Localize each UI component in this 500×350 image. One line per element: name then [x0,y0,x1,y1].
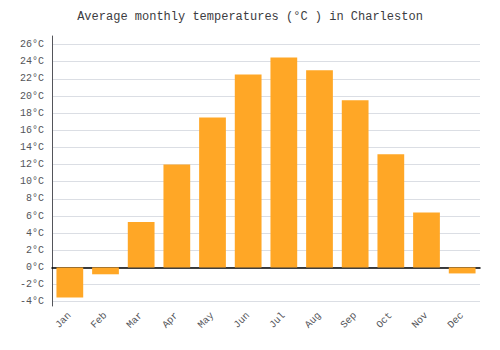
svg-text:Jan: Jan [53,310,73,330]
svg-text:Jun: Jun [232,310,252,330]
svg-text:12°C: 12°C [20,159,44,170]
svg-text:May: May [196,310,216,330]
svg-text:20°C: 20°C [20,91,44,102]
svg-text:26°C: 26°C [20,39,44,50]
svg-text:-4°C: -4°C [20,296,44,307]
svg-text:18°C: 18°C [20,108,44,119]
svg-text:Average monthly temperatures (: Average monthly temperatures (°C ) in Ch… [77,10,423,24]
svg-text:Oct: Oct [374,310,394,330]
svg-text:14°C: 14°C [20,142,44,153]
svg-text:Dec: Dec [446,310,466,330]
svg-text:Jul: Jul [267,310,287,330]
svg-text:Sep: Sep [339,310,359,330]
svg-text:24°C: 24°C [20,56,44,67]
svg-text:Aug: Aug [303,310,323,330]
svg-text:0°C: 0°C [26,262,44,273]
svg-text:-2°C: -2°C [20,279,44,290]
svg-text:10°C: 10°C [20,176,44,187]
svg-text:16°C: 16°C [20,125,44,136]
svg-text:22°C: 22°C [20,73,44,84]
svg-text:2°C: 2°C [26,245,44,256]
svg-text:6°C: 6°C [26,211,44,222]
svg-text:8°C: 8°C [26,193,44,204]
svg-text:Nov: Nov [410,310,430,330]
svg-text:Feb: Feb [89,310,109,330]
svg-text:4°C: 4°C [26,228,44,239]
svg-text:Mar: Mar [125,310,145,330]
svg-text:Apr: Apr [160,310,180,330]
